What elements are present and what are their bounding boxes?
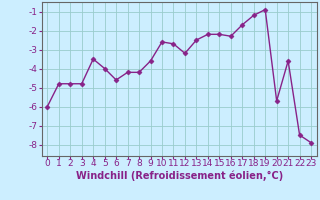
X-axis label: Windchill (Refroidissement éolien,°C): Windchill (Refroidissement éolien,°C) <box>76 171 283 181</box>
